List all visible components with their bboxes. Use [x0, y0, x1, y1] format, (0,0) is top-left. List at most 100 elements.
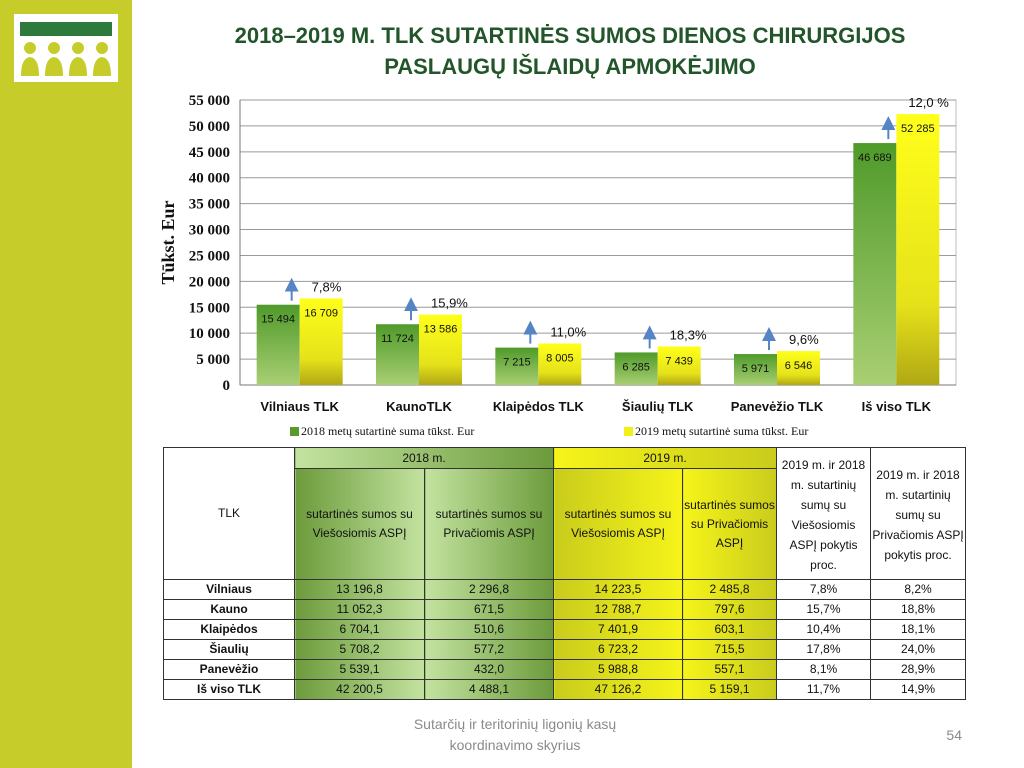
category-label: Vilniaus TLK: [260, 399, 339, 414]
legend-item-2019: 2019 metų sutartinė suma tūkst. Eur: [624, 424, 808, 439]
header-private-2018: sutartinės sumos su Privačiomis ASPĮ: [424, 468, 554, 580]
cell-private-2019: 557,1: [682, 659, 777, 680]
data-label-2018: 46 689: [858, 152, 892, 164]
data-label-2019: 7 439: [665, 355, 693, 367]
cell-private-2018: 577,2: [424, 639, 554, 660]
y-tick-label: 5 000: [196, 352, 230, 368]
data-label-2018: 11 724: [381, 333, 414, 345]
cell-public-2019: 12 788,7: [553, 599, 683, 620]
y-axis-title: Tūkst. Eur: [158, 200, 178, 284]
bar-2019: [896, 114, 940, 385]
header-change-public: 2019 m. ir 2018 m. sutartinių sumų su Vi…: [776, 447, 871, 580]
cell-private-2018: 2 296,8: [424, 579, 554, 600]
data-label-2018: 7 215: [503, 357, 531, 369]
table-row: Vilniaus 13 196,8 2 296,8 14 223,5 2 485…: [163, 579, 966, 600]
bar-chart: 0 5 000 10 000 15 000 20 000 25 000 30 000 35 0…: [158, 93, 957, 414]
category-label: Klaipėdos TLK: [493, 399, 585, 414]
header-public-2019: sutartinės sumos su Viešosiomis ASPĮ: [553, 468, 683, 580]
chart-legend: 2018 metų sutartinė suma tūkst. Eur 2019…: [0, 422, 1024, 442]
data-label-2019: 52 285: [901, 123, 935, 135]
row-label: Kauno: [163, 599, 295, 620]
bar-2018: [495, 347, 539, 385]
header-tlk: TLK: [163, 447, 295, 580]
data-label-2019: 16 709: [304, 307, 338, 319]
cell-private-2018: 671,5: [424, 599, 554, 620]
slide-title: 2018–2019 M. TLK SUTARTINĖS SUMOS DIENOS…: [150, 20, 990, 82]
bar-2019: [299, 298, 343, 385]
data-label-2018: 15 494: [261, 314, 295, 326]
cell-private-2019: 797,6: [682, 599, 777, 620]
y-tick-label: 30 000: [189, 223, 230, 239]
cell-public-2018: 13 196,8: [294, 579, 425, 600]
category-label: Iš viso TLK: [862, 399, 932, 414]
cell-public-2019: 7 401,9: [553, 619, 683, 640]
cell-private-2019: 2 485,8: [682, 579, 777, 600]
cell-public-2018: 5 708,2: [294, 639, 425, 660]
page-number: 54: [946, 727, 962, 743]
table-row-total: Iš viso TLK 42 200,5 4 488,1 47 126,2 5 …: [163, 679, 966, 700]
plot-area: [239, 99, 957, 386]
legend-swatch-2019: [624, 427, 633, 436]
bar-2018: [853, 143, 897, 385]
cell-public-2018: 11 052,3: [294, 599, 425, 620]
cell-public-2019: 6 723,2: [553, 639, 683, 660]
y-tick-label: 15 000: [189, 300, 230, 316]
y-tick-label: 35 000: [189, 197, 230, 213]
bar-2018: [256, 304, 300, 385]
legend-item-2018: 2018 metų sutartinė suma tūkst. Eur: [290, 424, 474, 439]
footer-line-2: koordinavimo skyrius: [449, 737, 581, 753]
sidebar-band: [0, 0, 132, 768]
cell-private-2019: 5 159,1: [682, 679, 777, 700]
growth-label: 12,0 %: [908, 95, 949, 110]
cell-change-private: 18,1%: [870, 619, 966, 640]
cell-public-2019: 5 988,8: [553, 659, 683, 680]
y-tick-label: 55 000: [189, 93, 230, 109]
table-row: Kauno 11 052,3 671,5 12 788,7 797,6 15,7…: [163, 599, 966, 620]
bar-2018: [376, 324, 419, 385]
cell-change-private: 14,9%: [870, 679, 966, 700]
bar-2019: [777, 351, 820, 385]
y-tick-label: 10 000: [189, 326, 230, 342]
y-tick-label: 0: [223, 378, 231, 394]
data-label-2019: 8 005: [546, 353, 574, 365]
table-subheader-row: sutartinės sumos su Viešosiomis ASPĮ sut…: [164, 468, 966, 580]
bar-2019: [419, 314, 462, 385]
cell-change-private: 18,8%: [870, 599, 966, 620]
growth-label: 18,3%: [670, 327, 707, 342]
cell-change-public: 7,8%: [776, 579, 871, 600]
data-label-2019: 13 586: [424, 324, 458, 336]
table-header-row: TLK 2018 m. 2019 m. 2019 m. ir 2018 m. s…: [163, 447, 966, 580]
row-label: Klaipėdos: [163, 619, 295, 640]
slide-title-line-1: 2018–2019 M. TLK SUTARTINĖS SUMOS DIENOS…: [234, 23, 906, 48]
category-label: Šiaulių TLK: [622, 399, 694, 414]
row-label: Panevėžio: [163, 659, 295, 680]
cell-public-2019: 14 223,5: [553, 579, 683, 600]
cell-public-2019: 47 126,2: [553, 679, 683, 700]
header-group-2019: 2019 m.: [553, 447, 777, 469]
footer-text: Sutarčių ir teritorinių ligonių kasų koo…: [370, 714, 660, 756]
category-label: KaunoTLK: [386, 399, 452, 414]
cell-change-public: 8,1%: [776, 659, 871, 680]
table-row: Šiaulių 5 708,2 577,2 6 723,2 715,5 17,8…: [163, 639, 966, 660]
cell-public-2018: 42 200,5: [294, 679, 425, 700]
data-label-2019: 6 546: [785, 360, 813, 372]
growth-label: 11,0%: [550, 325, 586, 340]
header-private-2019: sutartinės sumos su Privačiomis ASPĮ: [682, 468, 777, 580]
row-label: Iš viso TLK: [163, 679, 295, 700]
data-label-2018: 5 971: [742, 363, 770, 375]
cell-change-public: 10,4%: [776, 619, 871, 640]
cell-change-private: 24,0%: [870, 639, 966, 660]
table-row: Panevėžio 5 539,1 432,0 5 988,8 557,1 8,…: [163, 659, 966, 680]
y-tick-label: 25 000: [189, 248, 230, 264]
bar-2019: [657, 346, 701, 385]
category-label: Panevėžio TLK: [731, 399, 824, 414]
cell-private-2018: 432,0: [424, 659, 554, 680]
header-group-2018: 2018 m.: [294, 447, 554, 469]
contract-sums-table: TLK 2018 m. 2019 m. 2019 m. ir 2018 m. s…: [163, 447, 966, 700]
header-public-2018: sutartinės sumos su Viešosiomis ASPĮ: [294, 468, 425, 580]
table-row: Klaipėdos 6 704,1 510,6 7 401,9 603,1 10…: [163, 619, 966, 640]
cell-private-2019: 603,1: [682, 619, 777, 640]
y-tick-label: 50 000: [189, 119, 230, 135]
legend-swatch-2018: [290, 427, 299, 436]
cell-change-private: 28,9%: [870, 659, 966, 680]
